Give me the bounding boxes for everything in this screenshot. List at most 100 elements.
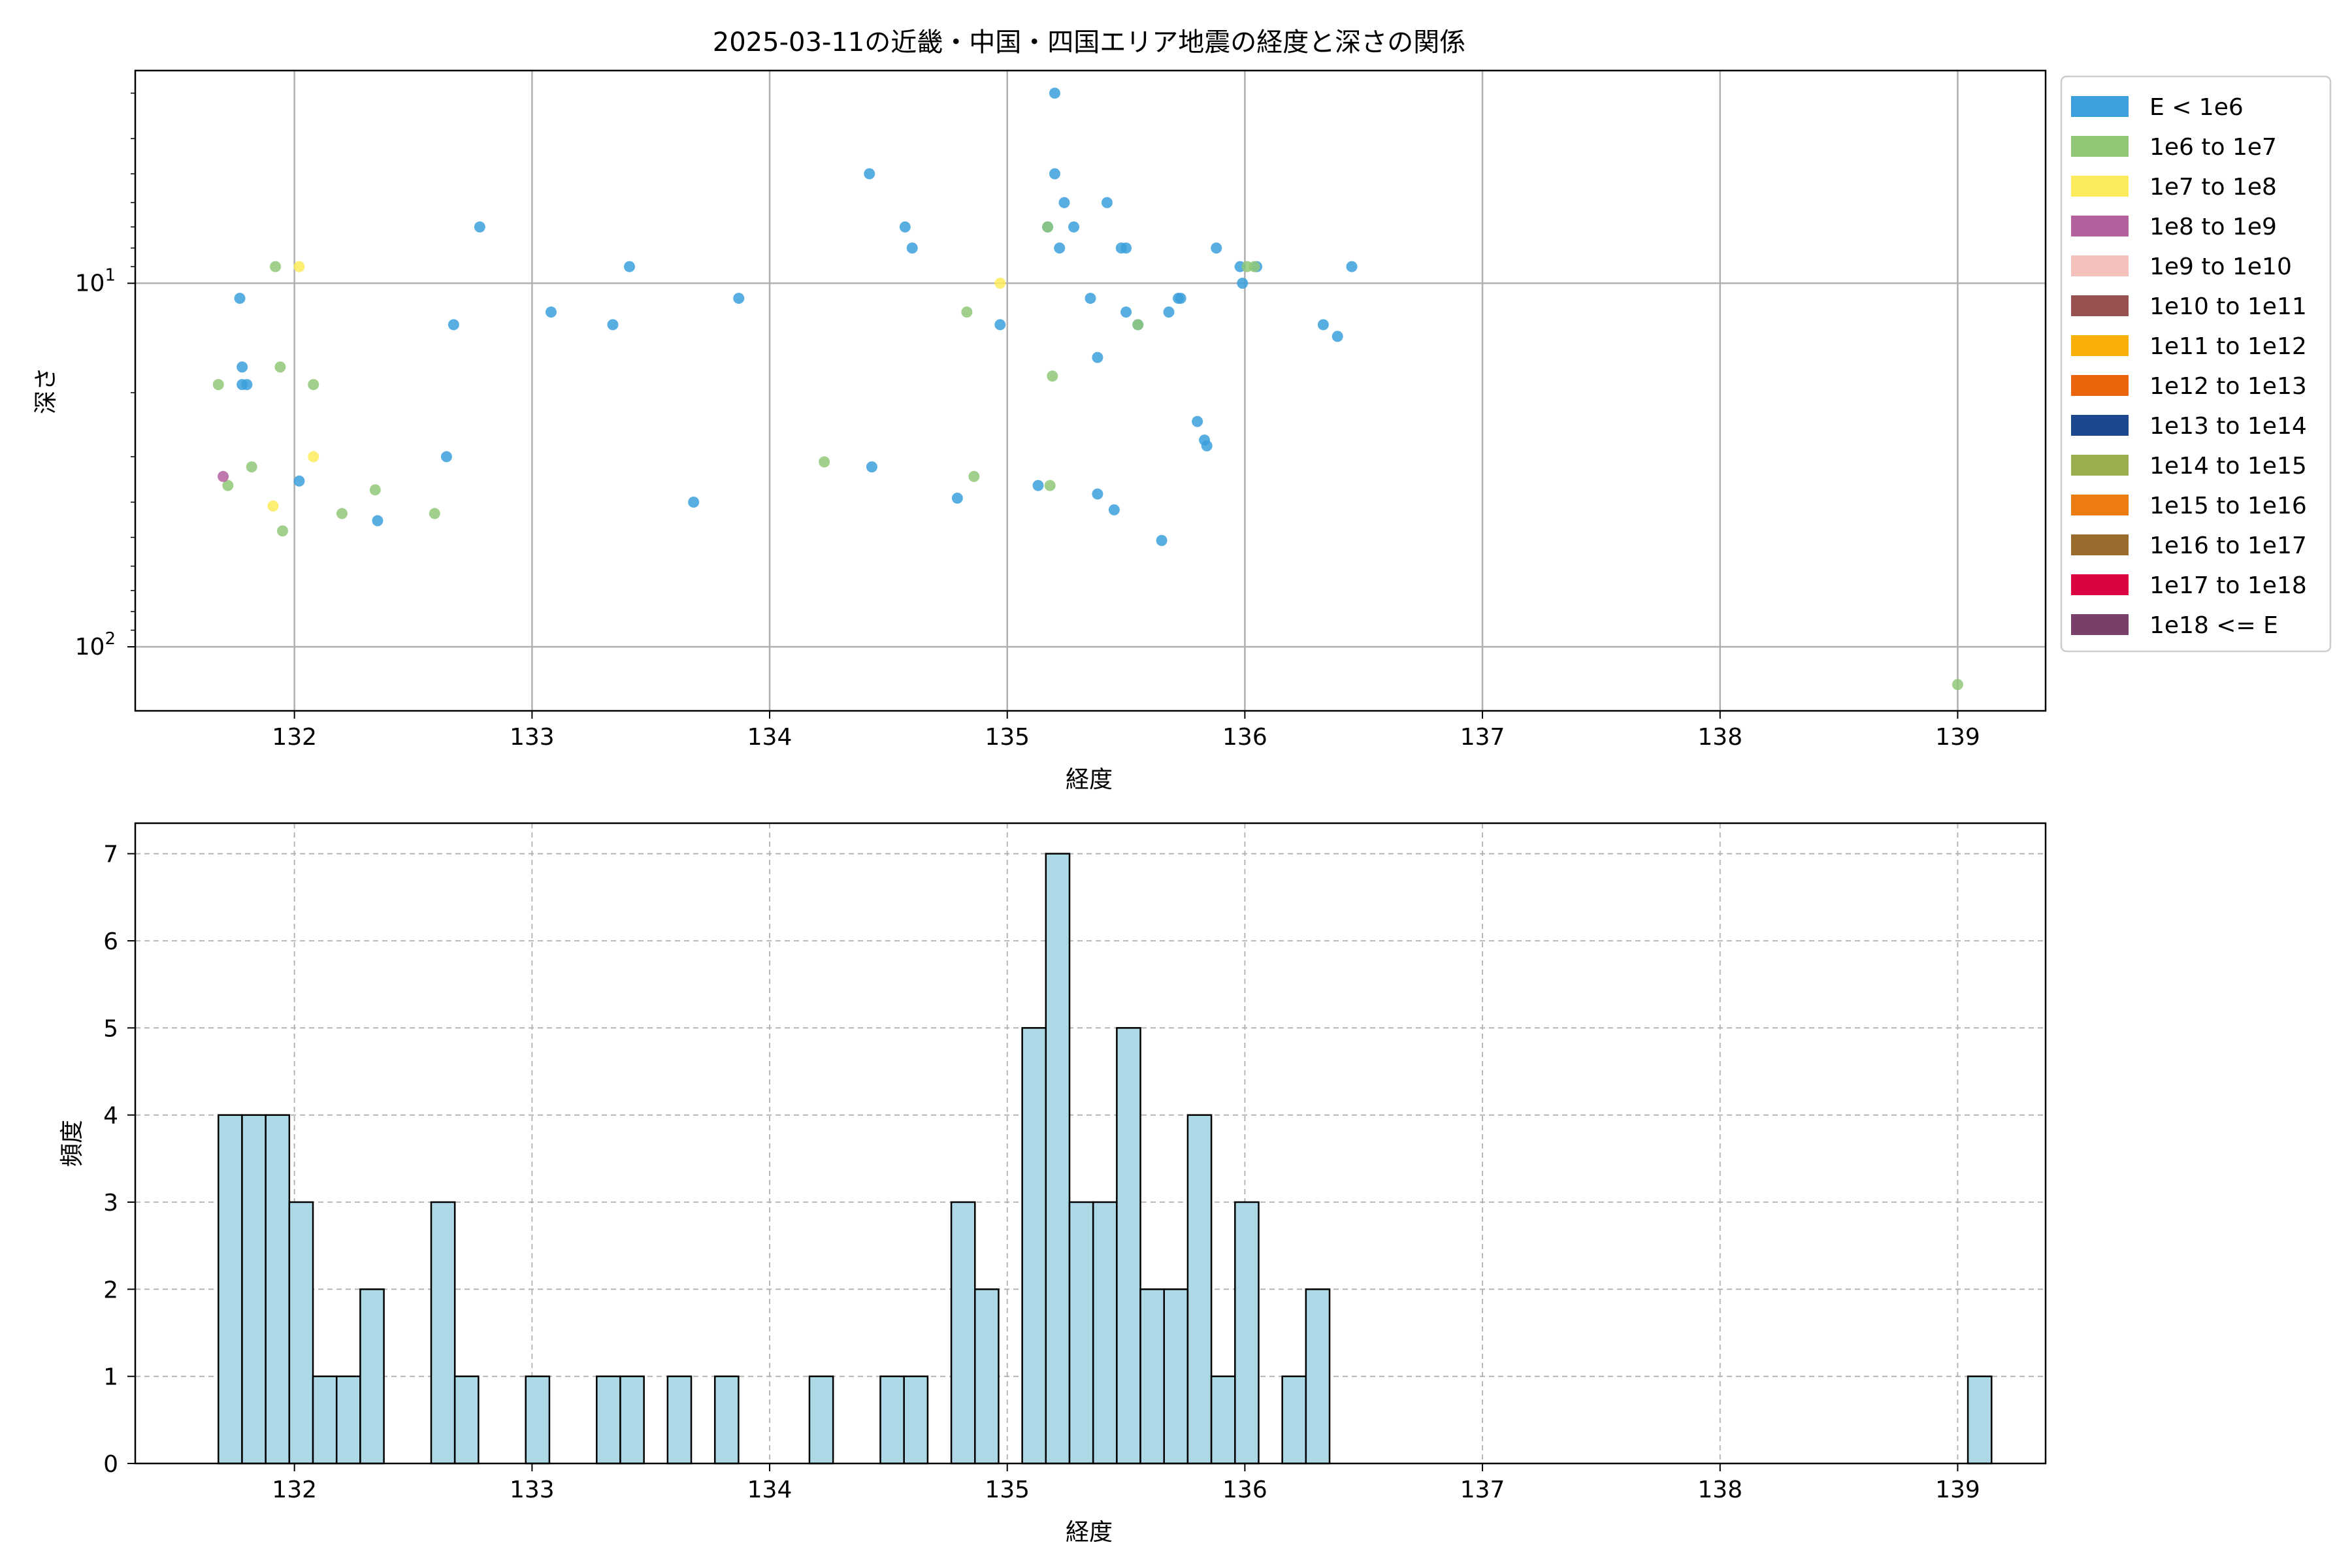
scatter-point	[474, 221, 485, 233]
legend-swatch	[2071, 534, 2129, 555]
histogram-x-tick-label: 137	[1460, 1477, 1505, 1503]
histogram-bar	[359, 1288, 385, 1465]
scatter-point	[1058, 197, 1070, 208]
scatter-point	[1047, 370, 1058, 382]
scatter-x-ticks: 132 133 134 135 136 137 138 139	[272, 711, 1980, 751]
legend-label: 1e6 to 1e7	[2149, 134, 2277, 161]
legend-frame	[2060, 75, 2332, 653]
legend-label: 1e9 to 1e10	[2149, 253, 2292, 280]
scatter-point	[234, 293, 246, 304]
histogram-panel: 132 133 134 135 136 137 138 139 0 1 2 3 4 5 6 7 経度 頻度	[59, 822, 2047, 1546]
legend-swatch	[2071, 295, 2129, 316]
scatter-point	[440, 451, 452, 463]
legend-label: E < 1e6	[2149, 94, 2244, 121]
scatter-point	[1032, 480, 1044, 491]
legend-swatch	[2071, 375, 2129, 396]
scatter-point	[1120, 242, 1132, 254]
scatter-x-tick-label: 138	[1697, 724, 1742, 751]
scatter-x-tick-label: 136	[1222, 724, 1267, 751]
legend-swatch	[2071, 495, 2129, 515]
scatter-point	[733, 293, 745, 304]
histogram-x-tick-label: 133	[510, 1477, 555, 1503]
scatter-point	[1317, 319, 1329, 331]
scatter-point	[1211, 242, 1222, 254]
scatter-point	[866, 461, 877, 473]
scatter-y-ticks: 101 102	[75, 92, 135, 661]
histogram-bar	[1092, 1201, 1118, 1465]
legend-label: 1e13 to 1e14	[2149, 413, 2307, 440]
histogram-bar	[1021, 1027, 1047, 1465]
scatter-point	[1085, 293, 1096, 304]
legend-swatch	[2071, 176, 2129, 197]
histogram-bar	[596, 1375, 621, 1465]
scatter-x-tick-label: 134	[747, 724, 792, 751]
histogram-bar	[1045, 853, 1071, 1465]
scatter-title: 2025-03-11の近畿・中国・四国エリア地震の経度と深さの関係	[713, 27, 1465, 57]
scatter-point	[623, 261, 635, 272]
scatter-point	[1201, 440, 1213, 451]
histogram-bar	[713, 1375, 740, 1465]
scatter-axes-frame	[134, 69, 2047, 712]
histogram-y-tick-label: 5	[103, 1015, 118, 1042]
legend-label: 1e18 <= E	[2149, 612, 2278, 639]
scatter-point	[429, 508, 440, 519]
legend-label: 1e8 to 1e9	[2149, 214, 2277, 240]
legend-label: 1e16 to 1e17	[2149, 532, 2307, 559]
scatter-point	[968, 470, 980, 482]
histogram-bar	[453, 1375, 480, 1465]
scatter-point	[448, 319, 459, 331]
histogram-bar	[265, 1114, 291, 1465]
scatter-point	[1108, 504, 1120, 515]
histogram-x-tick-label: 132	[272, 1477, 317, 1503]
legend-swatch	[2071, 415, 2129, 436]
scatter-point	[1120, 306, 1132, 318]
scatter-point	[372, 515, 384, 527]
scatter-point	[1132, 319, 1144, 331]
histogram-bar	[808, 1375, 834, 1465]
legend-swatch	[2071, 335, 2129, 356]
scatter-point	[607, 319, 619, 331]
legend-swatch	[2071, 574, 2129, 595]
scatter-point	[1092, 351, 1103, 363]
scatter-point	[1192, 416, 1203, 427]
scatter-panel: 2025-03-11の近畿・中国・四国エリア地震の経度と深さの関係 132 133…	[33, 27, 2332, 793]
scatter-point	[961, 306, 973, 318]
scatter-point	[308, 379, 319, 391]
scatter-point	[1163, 306, 1175, 318]
histogram-bar	[666, 1375, 693, 1465]
histogram-y-tick-label: 7	[103, 841, 118, 868]
legend-label: 1e7 to 1e8	[2149, 174, 2277, 201]
histogram-bar	[218, 1114, 243, 1465]
scatter-point	[270, 261, 282, 272]
histogram-bar	[430, 1201, 456, 1465]
scatter-y-axis-label: 深さ	[33, 367, 59, 414]
scatter-point	[293, 475, 305, 487]
scatter-point	[222, 480, 234, 491]
scatter-points	[212, 88, 1963, 691]
legend-label: 1e14 to 1e15	[2149, 453, 2307, 480]
scatter-point	[1049, 168, 1060, 180]
histogram-x-tick-label: 138	[1697, 1477, 1742, 1503]
histogram-y-tick-label: 1	[103, 1364, 118, 1391]
legend-label: 1e12 to 1e13	[2149, 373, 2307, 400]
histogram-y-ticks: 0 1 2 3 4 5 6 7	[103, 841, 135, 1478]
scatter-point	[994, 278, 1006, 289]
legend-items: E < 1e6 1e6 to 1e7 1e7 to 1e8 1e8 to 1e9 1e9…	[2071, 94, 2307, 639]
scatter-point	[1175, 293, 1186, 304]
histogram-y-tick-label: 0	[103, 1451, 118, 1478]
histogram-bar	[288, 1201, 314, 1465]
legend-swatch	[2071, 216, 2129, 237]
legend-label: 1e17 to 1e18	[2149, 572, 2307, 599]
histogram-y-tick-label: 4	[103, 1103, 118, 1130]
scatter-point	[237, 361, 248, 373]
histogram-bar	[1139, 1288, 1165, 1465]
legend-label: 1e10 to 1e11	[2149, 293, 2307, 320]
histogram-bar	[619, 1375, 645, 1465]
histogram-bars	[218, 853, 1993, 1465]
scatter-point	[899, 221, 911, 233]
legend-swatch	[2071, 455, 2129, 476]
legend-swatch	[2071, 96, 2129, 117]
scatter-point	[1346, 261, 1358, 272]
scatter-x-tick-label: 139	[1935, 724, 1980, 751]
histogram-bar	[1281, 1375, 1307, 1465]
